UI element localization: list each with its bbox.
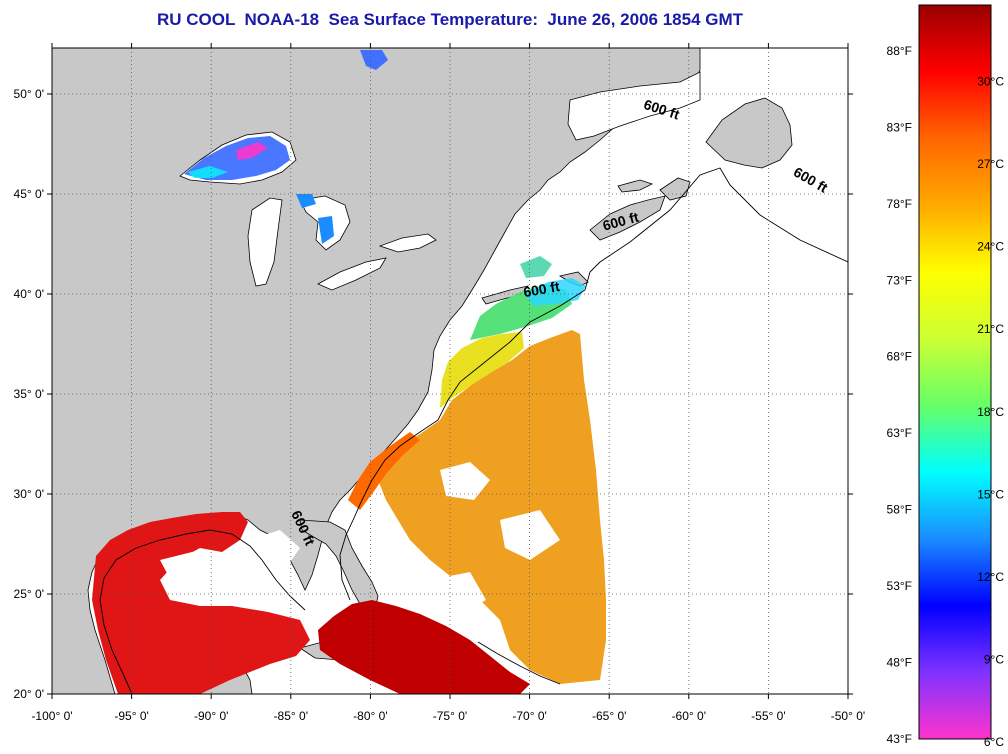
sst-gulf-of-maine [520, 256, 552, 278]
lat-tick-label: 35° 0' [14, 387, 44, 401]
depth-label-600ft: 600 ft [522, 278, 561, 300]
sst-gulf-of-mexico [92, 512, 310, 694]
sst-atlantic-gap-2 [500, 510, 560, 560]
lon-tick-label: -100° 0' [31, 709, 72, 723]
lon-tick-label: -75° 0' [433, 709, 467, 723]
lake-erie [317, 257, 387, 291]
lon-tick-label: -55° 0' [751, 709, 785, 723]
sst-gulf-gap [160, 550, 270, 600]
lake-ontario [378, 233, 437, 253]
colorbar-f-label: 53°F [887, 579, 912, 593]
lon-tick-label: -60° 0' [672, 709, 706, 723]
lon-tick-label: -70° 0' [512, 709, 546, 723]
pei-island [617, 179, 654, 193]
sst-atlantic-gap-1 [440, 462, 490, 500]
depth-contour-600ft [99, 167, 848, 694]
sst-lake-huron-patch [318, 216, 334, 244]
lat-tick-label: 20° 0' [14, 687, 44, 701]
sst-caribbean [318, 600, 530, 694]
lat-tick-label: 30° 0' [14, 487, 44, 501]
lon-tick-label: -50° 0' [831, 709, 865, 723]
newfoundland-island [705, 97, 793, 169]
colorbar-f-label: 88°F [887, 44, 912, 58]
colorbar-f-label: 48°F [887, 656, 912, 670]
colorbar-f-label: 63°F [887, 426, 912, 440]
lake-michigan [247, 197, 283, 287]
colorbar-c-label: 9°C [984, 652, 1004, 666]
graticule [52, 48, 848, 694]
sst-mid-atlantic [440, 332, 524, 408]
colorbar-f-label: 43°F [887, 732, 912, 746]
colorbar-f-label: 78°F [887, 197, 912, 211]
sst-data-layer [92, 50, 606, 694]
colorbar-f-label: 73°F [887, 273, 912, 287]
lon-tick-label: -80° 0' [353, 709, 387, 723]
colorbar-c-label: 15°C [977, 487, 1004, 501]
st-lawrence-water [567, 71, 701, 141]
colorbar-c-label: 6°C [984, 735, 1004, 749]
map-axes: -100° 0' -95° 0' -90° 0' -85° 0' -80° 0' -75°… [14, 43, 865, 723]
colorbar-fahrenheit-labels: 88°F 83°F 78°F 73°F 68°F 63°F 58°F 53°F 48°F 43°F [887, 44, 912, 746]
map-title: RU COOL NOAA-18 Sea Surface Temperature:… [156, 10, 744, 29]
sst-atlantic [378, 330, 606, 684]
sst-hudson-bay-patch [360, 50, 388, 70]
colorbar-f-label: 58°F [887, 503, 912, 517]
lat-tick-label: 40° 0' [14, 287, 44, 301]
lat-tick-label: 45° 0' [14, 187, 44, 201]
colorbar-c-label: 30°C [977, 74, 1004, 88]
lon-tick-label: -95° 0' [114, 709, 148, 723]
colorbar-c-label: 27°C [977, 157, 1004, 171]
sst-lake-superior-core [236, 142, 268, 160]
colorbar-c-label: 24°C [977, 240, 1004, 254]
lon-tick-label: -90° 0' [194, 709, 228, 723]
colorbar-celsius-labels: 30°C 27°C 24°C 21°C 18°C 15°C 12°C 9°C 6°C [977, 74, 1004, 749]
colorbar-f-label: 83°F [887, 120, 912, 134]
temperature-colorbar: 88°F 83°F 78°F 73°F 68°F 63°F 58°F 53°F 48°F 43°F… [887, 4, 1004, 749]
nova-scotia [589, 195, 666, 241]
sst-lake-michigan-north [296, 194, 316, 208]
sst-southeast-coast [348, 432, 420, 510]
colorbar-gradient [918, 4, 992, 740]
colorbar-c-label: 18°C [977, 405, 1004, 419]
lat-tick-label: 25° 0' [14, 587, 44, 601]
lon-tick-label: -65° 0' [592, 709, 626, 723]
colorbar-c-label: 21°C [977, 322, 1004, 336]
lat-tick-label: 50° 0' [14, 87, 44, 101]
sst-atlantic-gap-3 [430, 572, 486, 614]
colorbar-c-label: 12°C [977, 570, 1004, 584]
lon-tick-label: -85° 0' [274, 709, 308, 723]
colorbar-f-label: 68°F [887, 350, 912, 364]
sst-lake-superior-edge [188, 166, 228, 178]
